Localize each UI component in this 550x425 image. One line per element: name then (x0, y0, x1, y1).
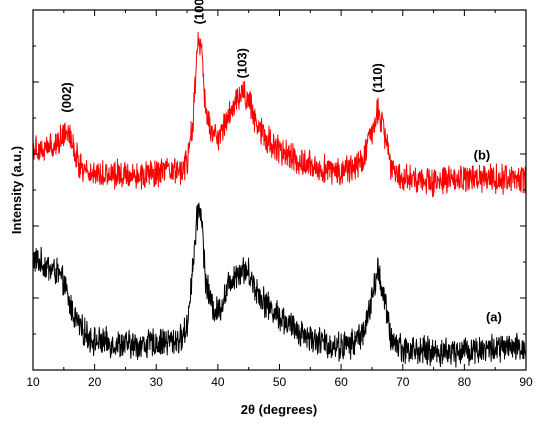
x-tick-label: 10 (26, 375, 40, 389)
labels-layer: 10 20 30 40 50 60 70 80 90 (a) (b) (002) (100) (103) (… (26, 0, 533, 389)
x-tick-label: 70 (396, 375, 410, 389)
peak-annotation: (103) (235, 48, 250, 78)
y-axis-title: Intensity (a.u.) (9, 146, 24, 234)
x-tick-label: 60 (334, 375, 348, 389)
x-tick-label: 20 (88, 375, 102, 389)
peak-annotation: (002) (59, 82, 74, 112)
x-tick-label: 50 (273, 375, 287, 389)
series-label-b: (b) (474, 147, 491, 162)
ticks-layer (32, 10, 527, 370)
x-tick-label: 30 (150, 375, 164, 389)
x-tick-label: 80 (458, 375, 472, 389)
peak-annotation: (100) (191, 0, 206, 24)
x-tick-label: 90 (519, 375, 533, 389)
series-line-b (32, 31, 527, 198)
peak-annotation: (110) (370, 63, 385, 93)
curves-layer (32, 31, 527, 368)
x-axis-title: 2θ (degrees) (241, 402, 317, 417)
x-tick-label: 40 (211, 375, 225, 389)
series-line-a (32, 202, 527, 368)
series-label-a: (a) (486, 309, 502, 324)
